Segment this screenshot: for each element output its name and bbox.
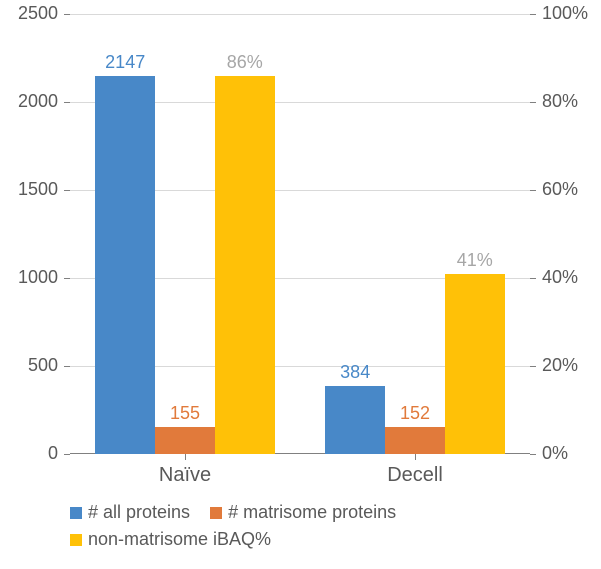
x-category-label: Naïve [70,464,300,487]
legend-swatch [70,534,82,546]
bar-value-label-matrisome: 155 [145,403,225,424]
bar-nonmatrisome_ibaq [445,274,505,454]
x-tick-mark [415,454,416,460]
bar-value-label-all: 2147 [85,52,165,73]
y-right-tick-mark [530,454,536,455]
bar-matrisome [155,427,215,454]
x-tick-mark [185,454,186,460]
y-left-tick-label: 0 [48,443,58,464]
legend-label: # matrisome proteins [228,502,396,523]
x-category-label: Decell [300,464,530,487]
y-left-tick-mark [64,454,70,455]
bar-value-label-matrisome: 152 [375,403,455,424]
y-left-tick-label: 2500 [18,3,58,24]
legend-swatch [210,507,222,519]
legend-label: non-matrisome iBAQ% [88,529,271,550]
bar-value-label-nonmatrisome_ibaq: 86% [205,52,285,73]
y-left-tick-mark [64,102,70,103]
y-right-tick-label: 20% [542,355,578,376]
y-left-tick-mark [64,366,70,367]
gridline [70,14,530,15]
legend: # all proteins # matrisome proteins non-ma… [70,502,530,556]
y-left-tick-label: 1500 [18,179,58,200]
bar-value-label-all: 384 [315,362,395,383]
y-left-tick-mark [64,278,70,279]
y-left-tick-label: 1000 [18,267,58,288]
y-right-tick-label: 0% [542,443,568,464]
y-right-tick-mark [530,278,536,279]
bar-nonmatrisome_ibaq [215,76,275,454]
y-right-tick-mark [530,190,536,191]
legend-label: # all proteins [88,502,190,523]
legend-item-all: # all proteins [70,502,190,523]
y-right-tick-label: 60% [542,179,578,200]
y-right-tick-label: 80% [542,91,578,112]
y-right-tick-mark [530,102,536,103]
legend-item-matrisome: # matrisome proteins [210,502,396,523]
bar-matrisome [385,427,445,454]
legend-item-nonmatrisome_ibaq: non-matrisome iBAQ% [70,529,271,550]
y-right-tick-label: 100% [542,3,588,24]
y-right-tick-mark [530,366,536,367]
y-right-tick-label: 40% [542,267,578,288]
y-left-tick-label: 500 [28,355,58,376]
legend-swatch [70,507,82,519]
bar-value-label-nonmatrisome_ibaq: 41% [435,250,515,271]
y-right-tick-mark [530,14,536,15]
y-left-tick-mark [64,190,70,191]
bar-all [95,76,155,454]
y-left-tick-mark [64,14,70,15]
protein-bar-chart: 05001000150020002500 0%20%40%60%80%100% … [0,0,601,569]
y-left-tick-label: 2000 [18,91,58,112]
